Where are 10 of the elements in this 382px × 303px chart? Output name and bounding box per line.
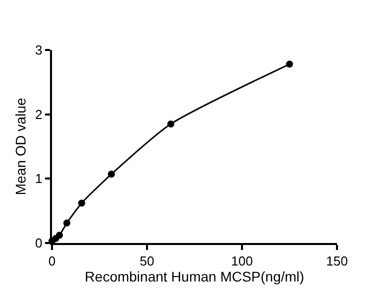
y-tick-label: 2: [35, 106, 42, 122]
y-tick-label: 1: [35, 171, 42, 186]
y-axis-title: Mean OD value: [12, 98, 28, 196]
y-tick-label: 0: [35, 236, 42, 251]
y-tick-label: 3: [35, 42, 42, 58]
x-tick-label: 100: [231, 254, 253, 269]
x-tick-label: 150: [326, 254, 348, 269]
x-tick-label: 50: [140, 254, 154, 269]
x-axis-title: Recombinant Human MCSP(ng/ml): [84, 268, 304, 285]
x-tick-label: 0: [48, 254, 56, 269]
